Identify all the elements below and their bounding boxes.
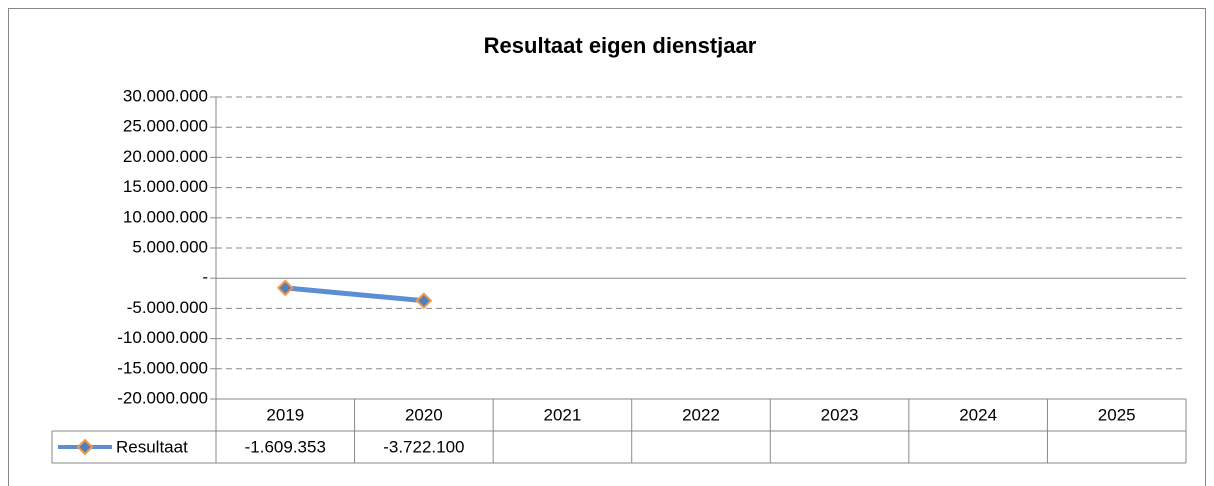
x-tick-label: 2020	[405, 405, 443, 424]
x-tick-label: 2023	[821, 405, 859, 424]
y-tick-label: -5.000.000	[127, 298, 208, 317]
marker	[415, 292, 433, 310]
y-tick-label: 25.000.000	[123, 117, 208, 136]
y-tick-label: -10.000.000	[117, 328, 208, 347]
x-tick-label: 2025	[1098, 405, 1136, 424]
table-value: -1.609.353	[245, 437, 326, 456]
chart-title: Resultaat eigen dienstjaar	[484, 33, 757, 58]
legend-marker	[76, 438, 94, 456]
y-tick-label: 30.000.000	[123, 86, 208, 105]
chart-border	[8, 8, 1206, 486]
marker	[276, 279, 294, 297]
x-tick-label: 2021	[544, 405, 582, 424]
y-tick-label: 5.000.000	[132, 237, 208, 256]
table-value: -3.722.100	[383, 437, 464, 456]
y-tick-label: 15.000.000	[123, 177, 208, 196]
y-tick-label: -20.000.000	[117, 388, 208, 407]
y-tick-label: -15.000.000	[117, 358, 208, 377]
y-tick-label: 20.000.000	[123, 147, 208, 166]
x-tick-label: 2022	[682, 405, 720, 424]
x-tick-label: 2024	[959, 405, 997, 424]
y-tick-label: 10.000.000	[123, 207, 208, 226]
series-line	[282, 285, 427, 304]
x-tick-label: 2019	[266, 405, 304, 424]
legend-label: Resultaat	[116, 437, 188, 456]
y-tick-label: -	[202, 268, 208, 287]
